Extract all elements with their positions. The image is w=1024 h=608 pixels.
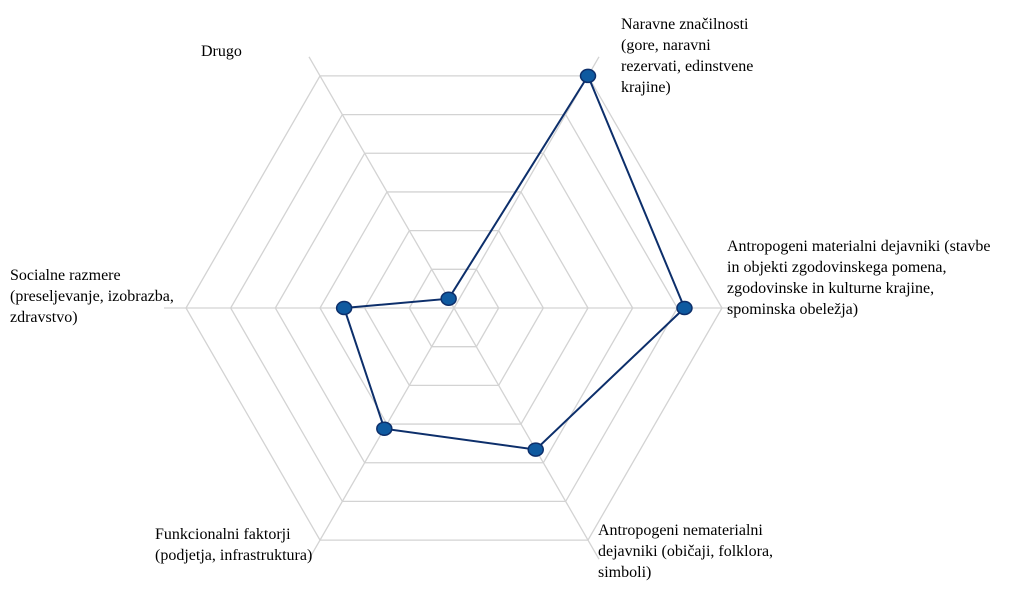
radar-series: [335, 68, 693, 457]
series-line-0: [342, 73, 686, 451]
axis-label-funkcionalni-faktorji: Funkcionalni faktorji (podjetja, infrast…: [155, 526, 313, 564]
data-point-0-5: [440, 291, 457, 306]
data-point-0-2: [527, 442, 544, 457]
axis-label-naravne-znacilnosti: Naravne značilnosti (gore, naravni rezer…: [621, 16, 754, 96]
data-point-0-3: [376, 421, 393, 436]
axis-label-socialne-razmere: Socialne razmere (preseljevanje, izobraz…: [10, 267, 174, 326]
data-point-0-0: [579, 68, 597, 84]
grid-spoke-5: [308, 56, 455, 309]
axis-label-drugo: Drugo: [201, 43, 242, 60]
grid-spoke-2: [453, 307, 600, 560]
axis-label-antropogeni-materialni: Antropogeni materialni dejavniki (stavbe…: [727, 238, 991, 318]
axis-label-antropogeni-nematerialni: Antropogeni nematerialni dejavniki (obič…: [598, 522, 774, 581]
radar-grid: [164, 56, 744, 560]
data-point-0-4: [335, 300, 353, 316]
data-point-0-1: [676, 300, 693, 316]
